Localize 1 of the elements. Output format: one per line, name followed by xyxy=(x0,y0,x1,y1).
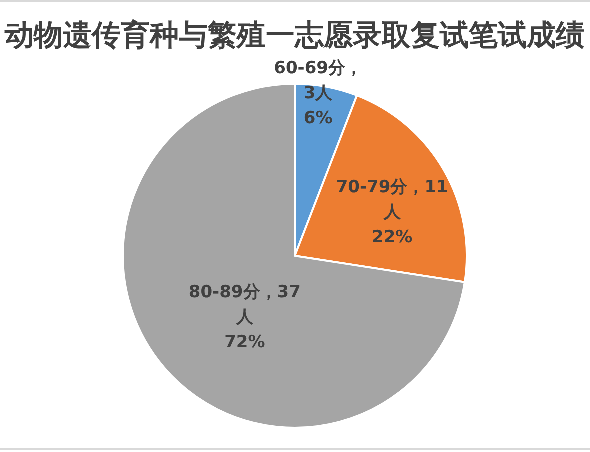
title: 动物遗传育种与繁殖一志愿录取复试笔试成绩 xyxy=(5,18,585,52)
